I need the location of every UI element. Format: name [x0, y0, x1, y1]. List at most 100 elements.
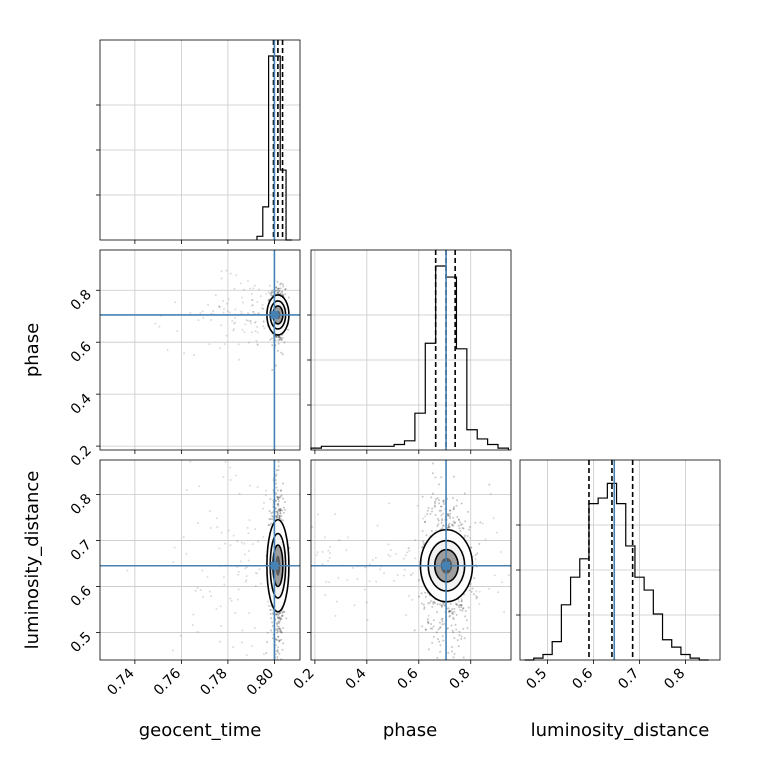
scatter-point [271, 625, 274, 628]
scatter-point [492, 517, 495, 520]
scatter-point [252, 287, 255, 290]
scatter-point [466, 627, 469, 630]
scatter-point [277, 514, 280, 517]
scatter-point [271, 637, 274, 640]
scatter-point [271, 337, 274, 340]
scatter-point [265, 651, 268, 654]
scatter-point [238, 358, 241, 361]
scatter-point [439, 650, 442, 653]
scatter-point [464, 610, 467, 613]
scatter-point [278, 338, 281, 341]
scatter-point [469, 583, 472, 586]
scatter-point [454, 623, 457, 626]
scatter-point [277, 502, 280, 505]
scatter-point [282, 506, 285, 509]
scatter-point [430, 530, 433, 533]
scatter-point [432, 462, 435, 465]
scatter-point [278, 627, 281, 630]
scatter-point [179, 634, 182, 637]
scatter-point [433, 601, 436, 604]
scatter-point [237, 570, 240, 573]
scatter-point [241, 328, 244, 331]
scatter-point [209, 526, 212, 529]
scatter-point [276, 658, 279, 660]
scatter-point [278, 652, 281, 655]
scatter-point [276, 513, 279, 516]
scatter-point [276, 280, 279, 283]
scatter-point [447, 458, 449, 460]
scatter-point [276, 630, 279, 633]
scatter-point [421, 546, 424, 549]
scatter-point [488, 483, 491, 486]
scatter-point [245, 654, 248, 657]
scatter-point [432, 619, 435, 622]
scatter-point [427, 614, 430, 617]
scatter-point [440, 604, 443, 607]
scatter-point [464, 520, 467, 523]
scatter-point [448, 610, 451, 613]
scatter-point [218, 305, 221, 308]
scatter-point [220, 531, 223, 534]
scatter-point [431, 627, 434, 630]
scatter-point [351, 566, 354, 569]
scatter-point [448, 515, 451, 518]
scatter-point [281, 612, 284, 615]
scatter-point [192, 353, 195, 356]
scatter-point [430, 510, 433, 513]
scatter-point [256, 331, 259, 334]
scatter-point [240, 641, 243, 644]
scatter-point [456, 515, 459, 518]
scatter-point [277, 292, 280, 295]
scatter-point [256, 343, 259, 346]
scatter-point [438, 663, 440, 665]
scatter-point [365, 601, 368, 604]
scatter-point [441, 635, 444, 638]
scatter-point [257, 540, 260, 543]
x-tick-label: 0.74 [104, 665, 137, 698]
scatter-point [282, 497, 285, 500]
scatter-point [478, 603, 481, 606]
scatter-point [271, 612, 274, 615]
scatter-point [460, 637, 463, 640]
scatter-point [268, 524, 271, 527]
y-tick-label: 0.4 [68, 391, 95, 418]
scatter-point [277, 620, 280, 623]
scatter-point [281, 353, 284, 356]
scatter-point [433, 504, 436, 507]
scatter-point [223, 343, 226, 346]
scatter-point [270, 294, 273, 297]
x-tick-label: 0.2 [291, 666, 318, 693]
scatter-point [470, 546, 473, 549]
scatter-point [282, 610, 285, 613]
scatter-point [337, 576, 340, 579]
scatter-point [466, 535, 469, 538]
scatter-point [413, 629, 416, 632]
panel-2d-phase-luminosity_distance [310, 458, 512, 665]
scatter-point [277, 625, 280, 628]
scatter-point [280, 339, 283, 342]
scatter-point [225, 269, 228, 272]
scatter-point [210, 319, 213, 322]
scatter-point [275, 499, 278, 502]
scatter-point [363, 588, 366, 591]
scatter-point [240, 541, 243, 544]
scatter-point [427, 507, 430, 510]
scatter-point [439, 626, 442, 629]
scatter-point [256, 301, 259, 304]
scatter-point [285, 617, 288, 620]
scatter-point [192, 613, 195, 616]
scatter-point [266, 631, 269, 634]
scatter-point [461, 609, 464, 612]
scatter-point [421, 540, 424, 543]
scatter-point [431, 605, 434, 608]
scatter-point [254, 571, 257, 574]
scatter-point [216, 525, 219, 528]
scatter-point [279, 489, 282, 492]
scatter-point [248, 519, 251, 522]
scatter-point [241, 629, 244, 632]
scatter-point [276, 291, 279, 294]
scatter-point [280, 615, 283, 618]
scatter-point [220, 277, 223, 280]
x-axis-label-geocent_time: geocent_time [139, 720, 262, 741]
scatter-point [368, 580, 371, 583]
